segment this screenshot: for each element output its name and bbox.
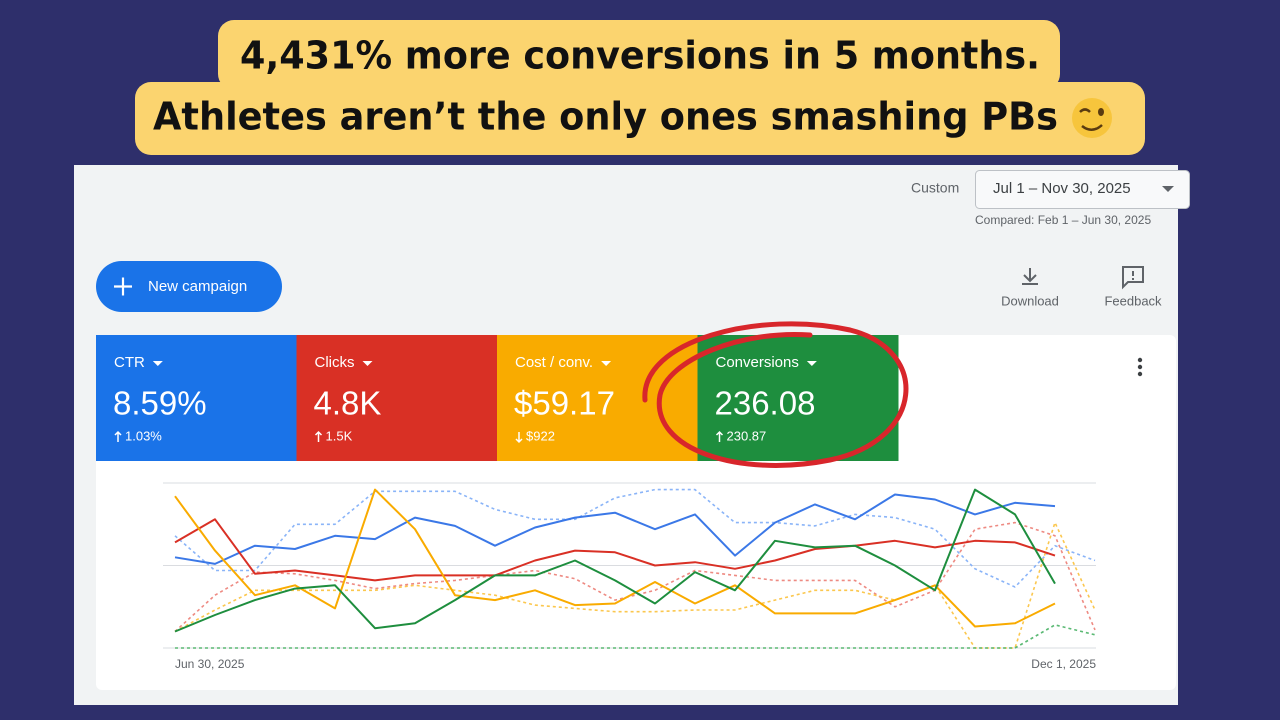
headline-line: 4,431% more conversions in 5 months. (240, 34, 1040, 78)
comparison-line (174, 521, 1096, 633)
metric-dropdown-arrow (152, 361, 163, 366)
headline-pill (135, 82, 1145, 155)
comparison-line (174, 521, 1096, 649)
metric-name: Clicks (315, 354, 355, 371)
headline-line: Athletes aren’t the only ones smashing P… (153, 95, 1058, 139)
metric-value: $59.17 (514, 385, 615, 422)
date-dropdown[interactable] (975, 170, 1190, 209)
new-campaign-button[interactable] (96, 261, 282, 312)
series-line (174, 488, 1056, 633)
download-label[interactable]: Download (1001, 293, 1059, 308)
metric-name: Cost / conv. (515, 354, 593, 371)
x-tick-label: Jun 30, 2025 (175, 657, 245, 671)
metric-dropdown-arrow (806, 361, 817, 366)
dropdown-arrow (1162, 186, 1174, 192)
download-icon[interactable] (1022, 268, 1038, 285)
date-label: Custom (911, 180, 959, 196)
x-tick-label: Dec 1, 2025 (1031, 657, 1096, 671)
metric-change: $922 (526, 428, 555, 443)
series-line (174, 493, 1056, 565)
change-arrow (114, 430, 122, 442)
metric-dropdown-arrow (601, 361, 612, 366)
series-line (174, 518, 1056, 582)
more-menu[interactable] (1137, 357, 1143, 377)
metric-name: Conversions (716, 354, 799, 371)
chart: Jun 30, 2025 Dec 1, 2025 (163, 482, 1096, 671)
metric-value: 4.8K (314, 385, 382, 422)
metric-change: 1.03% (125, 428, 162, 443)
metric-tile (296, 335, 498, 461)
change-arrow (314, 430, 323, 442)
metric-tile (697, 335, 899, 461)
feedback-label[interactable]: Feedback (1104, 293, 1162, 308)
date-value[interactable]: Jul 1 – Nov 30, 2025 (993, 180, 1131, 197)
compared-range: Compared: Feb 1 – Jun 30, 2025 (975, 213, 1151, 227)
new-campaign-label[interactable]: New campaign (148, 278, 247, 295)
change-arrow (515, 432, 523, 444)
feedback-icon[interactable] (1122, 266, 1144, 290)
annotation-circle (642, 321, 909, 468)
metric-value: 8.59% (113, 385, 207, 422)
metric-dropdown-arrow (362, 361, 373, 366)
metric-tile (96, 335, 297, 461)
metric-value: 236.08 (715, 385, 816, 422)
change-arrow (715, 430, 724, 442)
metric-change: 1.5K (326, 428, 353, 443)
metric-change: 230.87 (727, 428, 767, 443)
comparison-line (174, 488, 1096, 588)
headline-pill (218, 20, 1060, 90)
metric-tiles: CTR 8.59% 1.03% Clicks 4.8K 1.5K Cost / conv. $… (96, 335, 899, 461)
series-line (174, 488, 1056, 628)
metric-name: CTR (114, 354, 145, 371)
plus-icon (114, 277, 132, 296)
wink-emoji (1072, 98, 1112, 138)
